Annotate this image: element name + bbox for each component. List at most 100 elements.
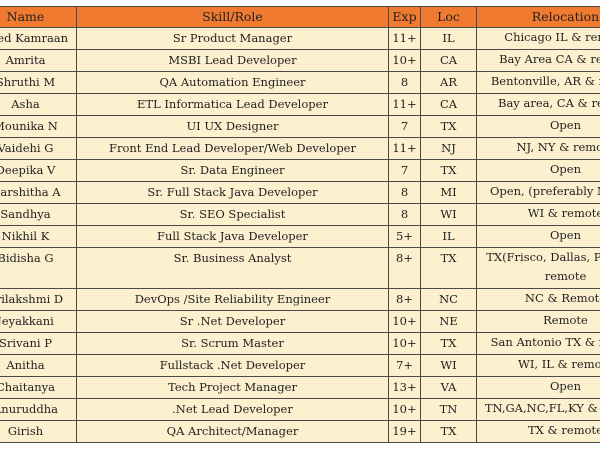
table-row: Nikhil K Full Stack Java Developer 5+ IL Ope… (0, 225, 600, 248)
cell-skill: ETL Informatica Lead Developer (76, 93, 389, 116)
cell-relocation: WI, IL & remote (476, 354, 600, 377)
cell-exp: 19+ (388, 420, 421, 443)
cell-relocation: Remote (476, 310, 600, 333)
cell-name: Shruthi M (0, 71, 77, 94)
cell-relocation: WI & remote (476, 203, 600, 226)
cell-name: Syed Kamraan (0, 27, 77, 50)
cell-skill: QA Automation Engineer (76, 71, 389, 94)
cell-relocation: NJ, NY & remote (476, 137, 600, 160)
header-name: Name (0, 6, 77, 28)
cell-skill: Sr. Business Analyst (76, 247, 389, 289)
cell-loc: TX (420, 420, 477, 443)
cell-skill: .Net Lead Developer (76, 398, 389, 421)
cell-exp: 11+ (388, 93, 421, 116)
cell-name: Anitha (0, 354, 77, 377)
cell-loc: NJ (420, 137, 477, 160)
cell-exp: 13+ (388, 376, 421, 399)
cell-name: Srivani P (0, 332, 77, 355)
table-row: Shruthi M QA Automation Engineer 8 AR Benton… (0, 71, 600, 94)
cell-exp: 10+ (388, 398, 421, 421)
cell-name: Chaitanya (0, 376, 77, 399)
cell-skill: UI UX Designer (76, 115, 389, 138)
cell-loc: IL (420, 225, 477, 248)
table-row: Deepika V Sr. Data Engineer 7 TX Open (0, 159, 600, 182)
cell-exp: 8 (388, 203, 421, 226)
cell-relocation: TN,GA,NC,FL,KY & Remote (476, 398, 600, 421)
cell-relocation: San Antonio TX & remote (476, 332, 600, 355)
cell-skill: Sr .Net Developer (76, 310, 389, 333)
cell-name: Mounika N (0, 115, 77, 138)
cell-skill: DevOps /Site Reliability Engineer (76, 288, 389, 311)
cell-loc: NC (420, 288, 477, 311)
cell-exp: 10+ (388, 49, 421, 72)
cell-exp: 8 (388, 181, 421, 204)
cell-relocation: Open (476, 225, 600, 248)
cell-skill: Sr Product Manager (76, 27, 389, 50)
cell-name: Vaidehi G (0, 137, 77, 160)
cell-relocation: Open (476, 159, 600, 182)
table-row: Asha ETL Informatica Lead Developer 11+ CA B… (0, 93, 600, 116)
header-relocation: Relocation (476, 6, 600, 28)
cell-name: Anuruddha (0, 398, 77, 421)
header-loc: Loc (420, 6, 477, 28)
cell-name: Sandhya (0, 203, 77, 226)
cell-relocation: Chicago IL & remote (476, 27, 600, 50)
cell-loc: AR (420, 71, 477, 94)
cell-exp: 8+ (388, 247, 421, 289)
cell-skill: QA Architect/Manager (76, 420, 389, 443)
cell-loc: NE (420, 310, 477, 333)
cell-exp: 8 (388, 71, 421, 94)
cell-relocation: Open (476, 376, 600, 399)
table-row: Amrita MSBI Lead Developer 10+ CA Bay Area C… (0, 49, 600, 72)
cell-exp: 5+ (388, 225, 421, 248)
header-skill: Skill/Role (76, 6, 389, 28)
cell-loc: TN (420, 398, 477, 421)
cell-name: Nikhil K (0, 225, 77, 248)
cell-loc: WI (420, 354, 477, 377)
table-row: Bidisha G Sr. Business Analyst 8+ TX TX(Fris… (0, 247, 600, 289)
cell-name: Asha (0, 93, 77, 116)
cell-exp: 11+ (388, 27, 421, 50)
cell-relocation: NC & Remote (476, 288, 600, 311)
cell-exp: 8+ (388, 288, 421, 311)
cell-loc: TX (420, 159, 477, 182)
table-row: Srivani P Sr. Scrum Master 10+ TX San Antoni… (0, 332, 600, 355)
table-row: Chaitanya Tech Project Manager 13+ VA Open (0, 376, 600, 399)
cell-name: Girish (0, 420, 77, 443)
cell-relocation: Bay Area CA & remote (476, 49, 600, 72)
cell-skill: Sr. Scrum Master (76, 332, 389, 355)
cell-exp: 11+ (388, 137, 421, 160)
cell-loc: VA (420, 376, 477, 399)
cell-skill: Front End Lead Developer/Web Developer (76, 137, 389, 160)
cell-relocation: Bay area, CA & remote (476, 93, 600, 116)
cell-loc: CA (420, 93, 477, 116)
cell-skill: Sr. Data Engineer (76, 159, 389, 182)
cell-relocation: Open (476, 115, 600, 138)
cell-exp: 10+ (388, 332, 421, 355)
cell-loc: CA (420, 49, 477, 72)
cell-loc: TX (420, 115, 477, 138)
header-exp: Exp (388, 6, 421, 28)
cell-skill: MSBI Lead Developer (76, 49, 389, 72)
cell-skill: Full Stack Java Developer (76, 225, 389, 248)
table-row: Sandhya Sr. SEO Specialist 8 WI WI & remote (0, 203, 600, 226)
cell-skill: Sr. SEO Specialist (76, 203, 389, 226)
cell-loc: MI (420, 181, 477, 204)
cell-skill: Tech Project Manager (76, 376, 389, 399)
header-row: Name Skill/Role Exp Loc Relocation (0, 6, 600, 28)
cell-name: Jeyakkani (0, 310, 77, 333)
cell-name: Harshitha A (0, 181, 77, 204)
cell-loc: TX (420, 247, 477, 289)
cell-loc: IL (420, 27, 477, 50)
table-row: Jeyakkani Sr .Net Developer 10+ NE Remote (0, 310, 600, 333)
cell-relocation: TX & remote (476, 420, 600, 443)
cell-skill: Fullstack .Net Developer (76, 354, 389, 377)
cell-relocation: Bentonville, AR & remote (476, 71, 600, 94)
cell-relocation: Open, (preferably NO MI) (476, 181, 600, 204)
candidate-table: Name Skill/Role Exp Loc Relocation Syed … (0, 6, 600, 443)
cell-name: Srilakshmi D (0, 288, 77, 311)
